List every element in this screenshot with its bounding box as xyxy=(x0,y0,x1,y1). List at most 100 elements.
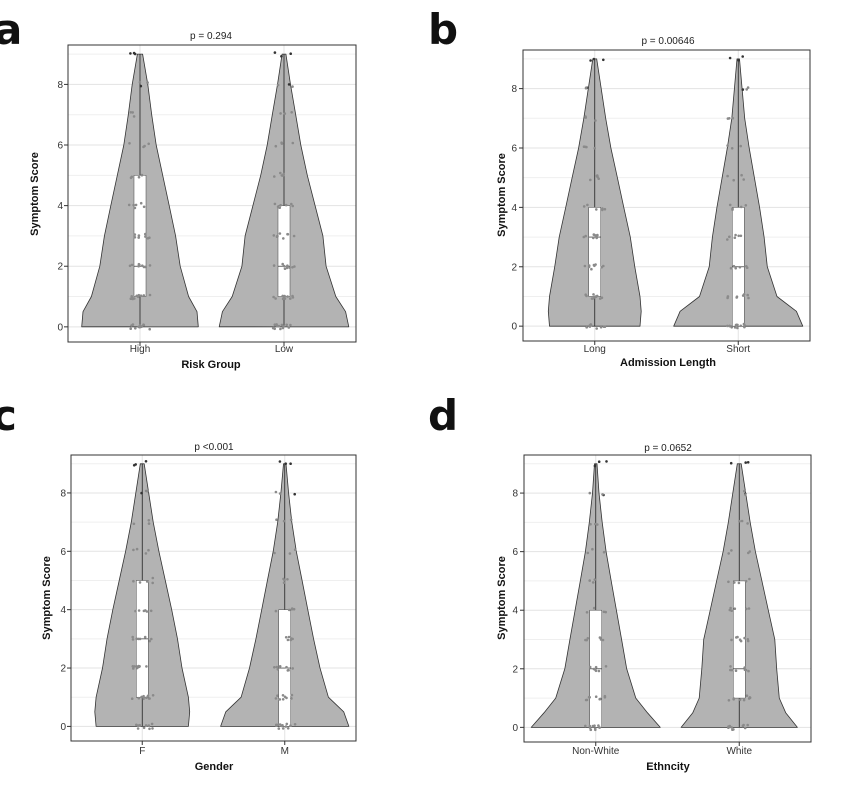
jitter-point xyxy=(605,460,608,463)
jitter-point xyxy=(132,548,135,552)
jitter-point xyxy=(742,178,745,181)
jitter-point xyxy=(747,669,750,673)
jitter-point xyxy=(726,238,729,241)
jitter-point xyxy=(274,490,278,494)
x-tick-label: Non-White xyxy=(572,746,620,757)
panel-letter: d xyxy=(428,391,458,440)
violin-panel-d: d Non-White White 0 2 4 6 8 p = 0.0652 Ethncity Sy… xyxy=(428,391,812,773)
jitter-point xyxy=(743,726,747,730)
jitter-point xyxy=(135,637,138,641)
jitter-point xyxy=(591,581,595,584)
jitter-point xyxy=(278,232,282,235)
jitter-point xyxy=(129,327,132,331)
y-tick-label: 6 xyxy=(60,547,66,558)
y-tick-label: 2 xyxy=(511,262,517,273)
jitter-point xyxy=(275,324,279,328)
jitter-point xyxy=(728,56,732,60)
jitter-point xyxy=(287,326,291,329)
jitter-point xyxy=(737,234,740,238)
jitter-point xyxy=(286,578,289,581)
jitter-point xyxy=(598,697,601,701)
jitter-point xyxy=(731,116,735,120)
jitter-point xyxy=(592,293,595,296)
jitter-point xyxy=(586,203,589,207)
jitter-point xyxy=(589,59,592,62)
jitter-point xyxy=(727,580,730,584)
jitter-point xyxy=(731,207,734,210)
jitter-point xyxy=(278,698,282,701)
jitter-point xyxy=(595,174,599,178)
jitter-point xyxy=(747,296,750,300)
jitter-point xyxy=(150,637,153,641)
jitter-point xyxy=(287,635,291,639)
jitter-point xyxy=(730,638,733,642)
jitter-point xyxy=(274,609,278,613)
jitter-point xyxy=(293,492,297,496)
jitter-point xyxy=(594,728,597,732)
jitter-point xyxy=(144,552,148,555)
jitter-point xyxy=(747,607,751,610)
jitter-point xyxy=(588,491,592,495)
jitter-point xyxy=(286,638,290,642)
jitter-point xyxy=(582,205,586,208)
jitter-point xyxy=(589,324,593,327)
jitter-point xyxy=(593,464,597,468)
jitter-point xyxy=(595,294,599,298)
jitter-point xyxy=(289,297,292,300)
jitter-point xyxy=(738,265,742,269)
x-axis-label: Ethncity xyxy=(646,761,690,773)
jitter-point xyxy=(131,635,134,639)
y-tick-label: 6 xyxy=(511,143,517,154)
violin-panel-a: a High Low 0 2 4 6 8 p = 0.294 Risk Group Symptom … xyxy=(0,5,357,371)
jitter-point xyxy=(273,666,276,669)
jitter-point xyxy=(738,519,741,523)
jitter-point xyxy=(746,723,749,727)
jitter-point xyxy=(728,324,731,328)
jitter-point xyxy=(135,547,139,551)
plot-border xyxy=(523,454,812,743)
jitter-point xyxy=(142,265,146,269)
jitter-point xyxy=(601,207,604,210)
jitter-point xyxy=(273,551,276,555)
jitter-point xyxy=(732,178,735,182)
jitter-point xyxy=(135,294,138,298)
jitter-point xyxy=(590,267,593,271)
jitter-point xyxy=(592,606,596,610)
x-tick-label: Low xyxy=(275,344,294,355)
jitter-point xyxy=(144,460,148,463)
jitter-point xyxy=(739,205,743,209)
jitter-point xyxy=(586,551,590,555)
jitter-point xyxy=(133,236,137,239)
jitter-point xyxy=(278,492,282,495)
jitter-point xyxy=(727,699,731,702)
jitter-point xyxy=(734,266,737,270)
jitter-point xyxy=(597,724,600,727)
jitter-point xyxy=(585,325,588,329)
jitter-point xyxy=(285,266,289,270)
jitter-point xyxy=(277,727,281,730)
jitter-point xyxy=(588,579,591,582)
jitter-point xyxy=(279,171,282,175)
jitter-point xyxy=(586,637,590,640)
x-tick-label: Long xyxy=(584,344,606,355)
y-tick-label: 8 xyxy=(60,488,66,499)
jitter-point xyxy=(290,696,293,700)
jitter-point xyxy=(597,460,601,464)
jitter-point xyxy=(286,727,290,730)
jitter-point xyxy=(281,262,285,266)
jitter-point xyxy=(599,297,602,300)
p-value-label: p <0.001 xyxy=(194,442,234,453)
jitter-point xyxy=(273,327,277,331)
jitter-point xyxy=(589,728,593,732)
iqr-box-Low xyxy=(277,205,291,297)
jitter-point xyxy=(730,609,733,612)
jitter-point xyxy=(743,489,746,493)
jitter-point xyxy=(743,666,746,669)
jitter-point xyxy=(602,610,606,614)
jitter-point xyxy=(137,609,141,612)
jitter-point xyxy=(273,51,277,54)
jitter-point xyxy=(272,264,276,267)
jitter-point xyxy=(292,234,296,238)
jitter-point xyxy=(599,638,603,641)
